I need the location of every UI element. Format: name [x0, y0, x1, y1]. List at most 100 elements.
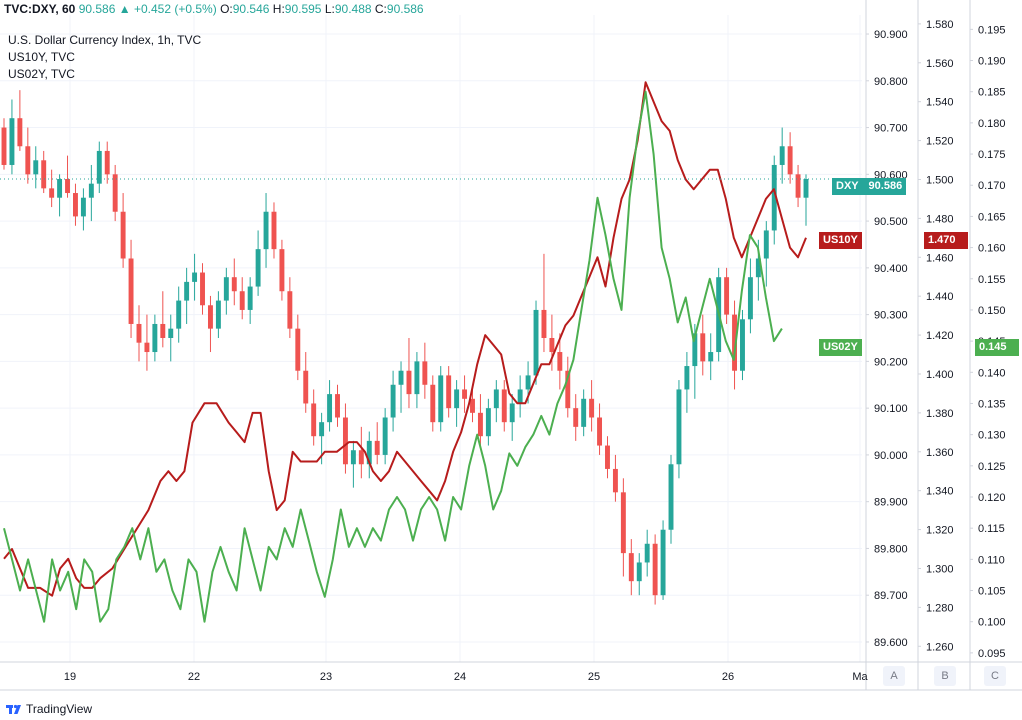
- candle-body: [160, 323, 166, 338]
- series-line-us02y: [3, 90, 783, 623]
- x-tick-label: 19: [64, 671, 76, 683]
- candle-body: [485, 408, 491, 437]
- axis-label-C: 0.110: [978, 554, 1005, 566]
- candle-body: [565, 370, 571, 409]
- candle-body: [398, 370, 404, 385]
- axis-label-A: 90.400: [874, 263, 908, 275]
- axis-label-A: 90.000: [874, 450, 908, 462]
- dxy-badge: DXY 90.586: [832, 178, 907, 195]
- symbol-header: TVC:DXY, 60 90.586 ▲ +0.452 (+0.5%) O:90…: [4, 2, 424, 16]
- series-line-us10y: [3, 81, 807, 597]
- footer-brand[interactable]: TradingView: [6, 700, 92, 718]
- tradingview-logo-icon: [6, 704, 21, 714]
- dxy-badge-label: DXY: [836, 180, 859, 192]
- candle-body: [477, 412, 483, 437]
- axis-label-C: 0.185: [978, 87, 1006, 99]
- axis-label-A: 89.900: [874, 497, 908, 509]
- low-value: 90.488: [334, 2, 372, 16]
- candle-body: [255, 249, 261, 287]
- axis-label-C: 0.125: [978, 461, 1006, 473]
- candle-body: [787, 146, 793, 175]
- axis-label-B: 1.560: [926, 58, 954, 70]
- scale-button-b[interactable]: B: [934, 666, 956, 686]
- candle-body: [422, 361, 428, 385]
- axis-label-B: 1.260: [926, 641, 954, 653]
- axis-label-B: 1.340: [926, 486, 954, 498]
- axis-label-B: 1.480: [926, 213, 954, 225]
- candle-body: [287, 291, 293, 329]
- candle-body: [581, 398, 587, 427]
- candle-body: [120, 211, 126, 259]
- candle-body: [176, 300, 182, 329]
- candle-body: [311, 403, 317, 437]
- scale-button-c[interactable]: C: [984, 666, 1006, 686]
- candle-body: [795, 174, 801, 198]
- candle-body: [374, 440, 380, 455]
- candle-body: [104, 150, 110, 175]
- us02y-badge-value: 0.145: [975, 339, 1019, 356]
- axis-label-B: 1.540: [926, 97, 954, 109]
- candle-body: [700, 333, 706, 362]
- candle-body: [676, 389, 682, 465]
- candle-body: [779, 146, 785, 165]
- candle-body: [247, 286, 253, 310]
- axis-label-C: 0.135: [978, 398, 1006, 410]
- candle-body: [446, 375, 452, 409]
- axis-label-B: 1.300: [926, 563, 954, 575]
- candle-body: [342, 417, 348, 465]
- open-label: O:: [220, 2, 233, 16]
- candle-body: [25, 146, 31, 175]
- axis-label-B: 1.580: [926, 19, 954, 31]
- axis-label-B: 1.400: [926, 369, 954, 381]
- candle-body: [747, 277, 753, 320]
- candle-body: [144, 342, 150, 353]
- axis-label-C: 0.170: [978, 180, 1006, 192]
- low-label: L:: [324, 2, 335, 16]
- axis-label-B: 1.420: [926, 330, 954, 342]
- up-arrow-icon: ▲: [118, 2, 131, 16]
- axis-label-C: 0.130: [978, 430, 1006, 442]
- candle-body: [41, 160, 47, 189]
- candle-body: [771, 164, 777, 231]
- brand-name: TradingView: [26, 702, 93, 716]
- candle-body: [366, 440, 372, 465]
- candle-body: [628, 553, 634, 582]
- candle-body: [525, 375, 531, 390]
- candle-body: [684, 366, 690, 390]
- candle-body: [184, 281, 190, 301]
- price-change: +0.452 (+0.5%): [133, 2, 217, 16]
- axis-label-A: 90.300: [874, 310, 908, 322]
- candle-body: [406, 370, 412, 395]
- candle-body: [1, 127, 7, 165]
- us10y-badge-value: 1.470: [924, 232, 968, 249]
- candle-body: [96, 150, 102, 184]
- candle-body: [350, 450, 356, 465]
- candle-body: [541, 309, 547, 338]
- candle-body: [414, 361, 420, 395]
- candle-body: [239, 291, 245, 310]
- axis-label-A: 89.800: [874, 543, 908, 555]
- axis-label-A: 90.900: [874, 29, 908, 41]
- candle-body: [612, 468, 618, 493]
- candle-body: [692, 333, 698, 367]
- candle-body: [263, 211, 269, 250]
- candle-body: [605, 445, 610, 469]
- candle-body: [454, 389, 460, 409]
- candle-body: [501, 389, 507, 423]
- candle-body: [470, 398, 475, 413]
- scale-button-a[interactable]: A: [883, 666, 905, 686]
- x-tick-label: Ma: [852, 671, 868, 683]
- candle-body: [279, 249, 285, 292]
- legend-us02y[interactable]: US02Y, TVC: [8, 67, 75, 81]
- candle-body: [573, 408, 579, 427]
- candle-body: [335, 394, 340, 418]
- legend-us10y[interactable]: US10Y, TVC: [8, 50, 75, 64]
- candle-body: [740, 319, 745, 371]
- symbol-name[interactable]: TVC:DXY, 60: [4, 2, 76, 16]
- legend-title[interactable]: U.S. Dollar Currency Index, 1h, TVC: [8, 33, 202, 47]
- candle-body: [493, 389, 499, 409]
- axis-label-C: 0.120: [978, 492, 1006, 504]
- candle-body: [390, 384, 396, 418]
- candle-body: [462, 389, 468, 399]
